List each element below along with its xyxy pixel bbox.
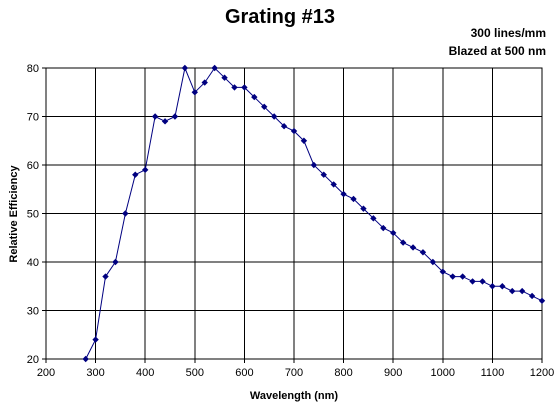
data-point — [251, 93, 258, 101]
y-tick-label: 50 — [27, 209, 39, 221]
data-point — [528, 292, 536, 300]
data-point — [132, 171, 139, 178]
data-point — [518, 287, 526, 295]
x-tick-label: 600 — [235, 367, 253, 379]
data-point — [429, 258, 437, 266]
y-tick-label: 70 — [27, 112, 39, 124]
y-tick-label: 20 — [27, 354, 39, 366]
data-point — [330, 181, 337, 188]
data-point — [538, 297, 546, 304]
data-point — [112, 258, 119, 266]
data-point — [161, 118, 169, 125]
chart-title: Grating #13 — [224, 6, 336, 28]
data-point — [102, 273, 109, 280]
data-point — [509, 287, 516, 295]
data-point — [350, 195, 357, 203]
data-point — [449, 273, 456, 280]
data-point — [261, 103, 268, 110]
data-point — [221, 74, 228, 81]
data-point — [340, 190, 347, 198]
data-point — [439, 268, 446, 275]
data-point — [300, 137, 308, 144]
data-point — [201, 79, 208, 86]
data-point — [489, 283, 496, 290]
x-axis-label: Wavelength (nm) — [249, 390, 339, 402]
data-point — [270, 113, 278, 120]
data-point — [499, 283, 506, 290]
data-point — [82, 355, 89, 363]
y-tick-label: 30 — [27, 306, 39, 318]
data-point — [181, 64, 189, 72]
x-tick-label: 300 — [86, 367, 104, 379]
x-tick-label: 1200 — [530, 367, 554, 379]
y-tick-label: 60 — [27, 160, 39, 172]
data-point — [151, 113, 159, 120]
data-point — [310, 161, 318, 169]
data-point — [459, 273, 466, 280]
data-point — [92, 336, 99, 343]
x-tick-label: 1000 — [431, 367, 455, 379]
data-point — [399, 239, 407, 246]
x-tick-label: 800 — [334, 367, 352, 379]
y-axis-label: Relative Efficiency — [8, 165, 20, 263]
x-tick-label: 900 — [384, 367, 402, 379]
data-point — [122, 210, 129, 217]
data-point — [211, 64, 218, 72]
y-tick-label: 40 — [27, 257, 39, 269]
data-point — [280, 123, 288, 130]
data-point — [241, 84, 248, 91]
data-point — [191, 89, 198, 96]
x-tick-label: 500 — [186, 367, 204, 379]
data-point — [360, 205, 367, 212]
x-tick-label: 200 — [37, 367, 55, 379]
x-tick-label: 400 — [136, 367, 154, 379]
blaze-wavelength-note: Blazed at 500 nm — [448, 44, 546, 58]
data-point — [469, 278, 476, 285]
data-point — [320, 171, 327, 178]
data-point — [142, 166, 149, 174]
data-point — [370, 215, 377, 222]
data-point — [409, 244, 417, 251]
data-point — [290, 127, 298, 135]
x-tick-label: 1100 — [481, 367, 505, 379]
data-point — [380, 224, 387, 232]
data-point — [171, 113, 179, 120]
x-tick-label: 700 — [285, 367, 303, 379]
data-point — [419, 249, 427, 256]
data-point — [231, 84, 238, 91]
data-point — [390, 229, 397, 237]
data-point — [479, 278, 486, 285]
y-tick-label: 80 — [27, 63, 39, 75]
grating-density-note: 300 lines/mm — [470, 26, 546, 40]
